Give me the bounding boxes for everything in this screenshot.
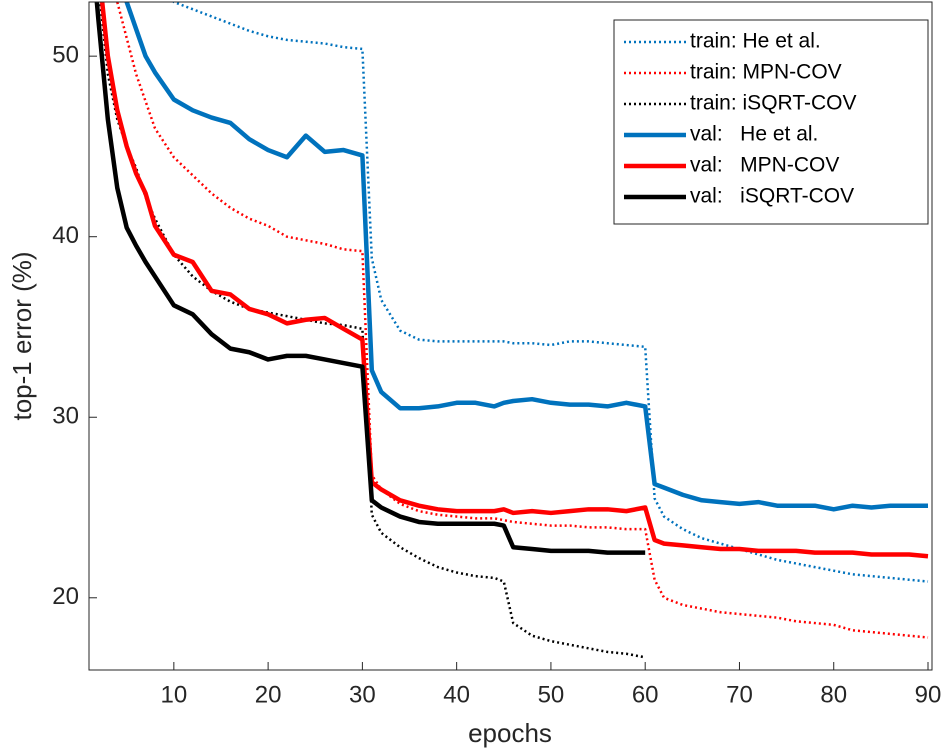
x-tick-label: 40: [443, 681, 470, 708]
y-tick-label: 50: [52, 42, 79, 69]
x-tick-label: 10: [160, 681, 187, 708]
y-axis-label: top-1 error (%): [7, 251, 37, 420]
x-tick-label: 30: [349, 681, 376, 708]
legend-label: train: iSQRT-COV: [690, 92, 856, 115]
plot-area: [94, 2, 929, 659]
y-tick-label: 40: [52, 222, 79, 249]
legend-label: val: He et al.: [690, 123, 818, 146]
series-line: [99, 2, 929, 559]
x-tick-label: 50: [538, 681, 565, 708]
legend-label: train: He et al.: [690, 30, 821, 53]
x-tick-label: 20: [255, 681, 282, 708]
legend-box: [613, 19, 929, 225]
series-line: [172, 2, 929, 583]
legend-label: val: MPN-COV: [690, 154, 839, 177]
series-line: [124, 2, 928, 512]
legend-label: train: MPN-COV: [690, 61, 842, 84]
legend-label: val: iSQRT-COV: [690, 185, 854, 208]
x-tick-label: 70: [726, 681, 753, 708]
series-line: [94, 2, 646, 555]
x-tick-label: 90: [915, 681, 942, 708]
x-tick-label: 80: [820, 681, 847, 708]
x-axis-label: epochs: [468, 718, 552, 748]
x-tick-label: 60: [632, 681, 659, 708]
y-tick-label: 20: [52, 583, 79, 610]
y-tick-label: 30: [52, 403, 79, 430]
axes-box: [88, 1, 933, 671]
